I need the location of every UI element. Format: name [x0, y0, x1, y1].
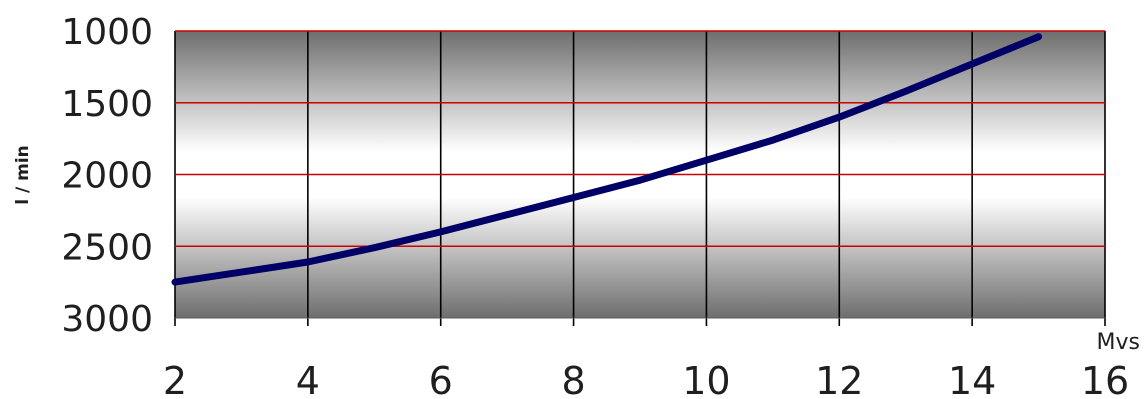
x-tick-label: 12: [815, 359, 863, 399]
x-tick-label: 6: [429, 359, 453, 399]
y-tick-label: 2500: [61, 227, 153, 268]
x-tick-label: 2: [163, 359, 187, 399]
x-tick-label: 4: [296, 359, 320, 399]
y-axis-ticks: 1000 1500 2000 2500 3000: [61, 12, 153, 340]
x-axis-ticks: 2 4 6 8 10 12 14 16: [163, 359, 1129, 399]
series-line: [171, 33, 1043, 286]
y-tick-label: 1500: [61, 84, 153, 125]
series-layer: [171, 33, 1043, 286]
x-tick-label: 10: [682, 359, 730, 399]
vertical-gridlines: [174, 31, 1106, 326]
x-tick-label: 16: [1081, 359, 1129, 399]
horizontal-gridlines: [175, 30, 1105, 319]
x-tick-label: 8: [561, 359, 585, 399]
y-tick-label: 3000: [61, 299, 153, 340]
y-tick-label: 2000: [61, 156, 153, 197]
x-tick-label: 14: [948, 359, 996, 399]
y-axis-title: l / min: [13, 145, 33, 205]
x-axis-unit-label: Mvs: [1097, 330, 1140, 355]
y-tick-label: 1000: [61, 12, 153, 53]
